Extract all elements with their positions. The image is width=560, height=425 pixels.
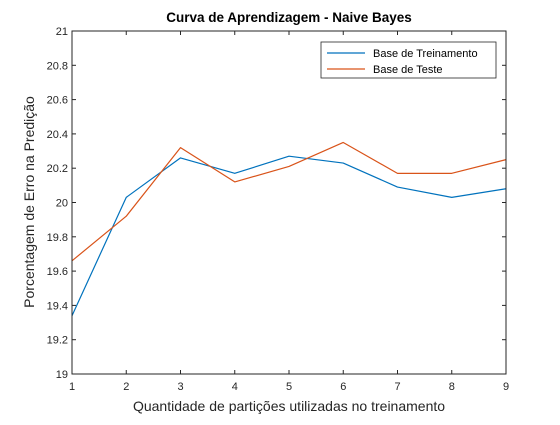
legend: Base de Treinamento Base de Teste [320,41,497,79]
y-tick-label: 20 [56,198,68,210]
legend-box [320,41,497,79]
y-tick-label: 19.2 [47,335,68,347]
legend-label: Base de Teste [373,64,443,76]
legend-label: Base de Treinamento [373,48,478,60]
x-tick-label: 3 [177,381,183,393]
ticks-layer: 1 2 3 4 5 6 7 8 9 19 19.2 19.4 19.6 19.8 20 20.2 20.4 20.… [47,26,509,393]
y-tick-label: 20.2 [47,163,68,175]
x-tick-label: 9 [503,381,509,393]
y-tick-label: 19 [56,369,68,381]
y-tick-label: 19.6 [47,266,68,278]
x-tick-label: 5 [286,381,292,393]
series-line-teste [71,141,507,262]
x-tick-label: 4 [232,381,238,393]
chart-title: Curva de Aprendizagem - Naive Bayes [166,10,412,25]
series-layer [71,141,507,316]
x-axis-label: Quantidade de partições utilizadas no tr… [133,398,445,414]
x-tick-label: 7 [394,381,400,393]
x-tick-label: 1 [69,381,75,393]
y-tick-label: 20.4 [47,129,68,141]
plot-area [72,31,506,374]
y-axis-label: Porcentagem de Erro na Predição [21,96,37,308]
x-tick-label: 2 [123,381,129,393]
series-line-treinamento [71,155,507,316]
x-tick-label: 6 [340,381,346,393]
y-tick-label: 19.4 [47,300,68,312]
y-tick-label: 20.6 [47,95,68,107]
y-tick-label: 21 [56,26,68,38]
y-tick-label: 19.8 [47,232,68,244]
x-tick-label: 8 [449,381,455,393]
y-tick-label: 20.8 [47,60,68,72]
